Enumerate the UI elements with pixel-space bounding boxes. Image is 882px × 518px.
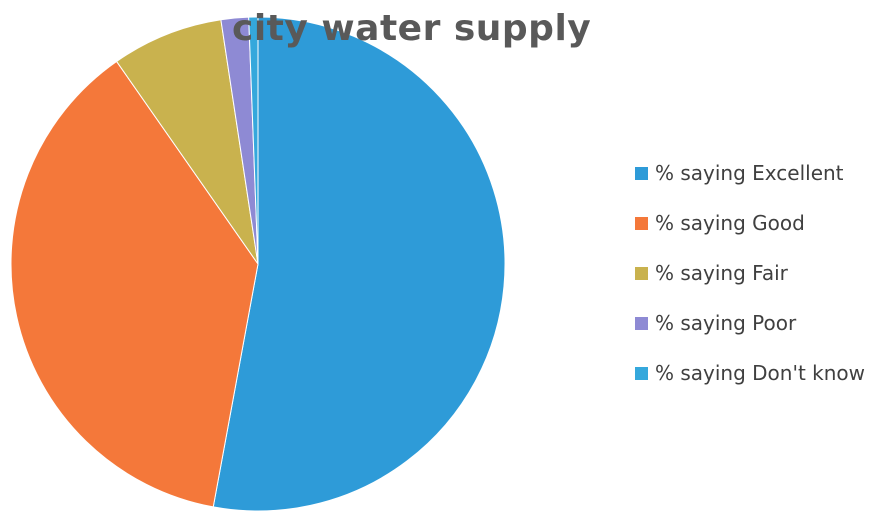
legend: % saying Excellent % saying Good % saying …	[635, 148, 880, 398]
legend-item-2: % saying Good	[635, 198, 880, 248]
legend-item-5: % saying Don't know	[635, 348, 880, 398]
pie-slice-2	[10, 60, 259, 508]
pie-slice-1	[212, 16, 506, 512]
legend-item-1: % saying Excellent	[635, 148, 880, 198]
legend-label: % saying Excellent	[655, 161, 844, 185]
legend-item-4: % saying Poor	[635, 298, 880, 348]
chart-title: city water supply	[232, 8, 592, 49]
pie-slice-5	[248, 16, 259, 265]
legend-label: % saying Fair	[655, 261, 788, 285]
legend-item-3: % saying Fair	[635, 248, 880, 298]
legend-swatch	[635, 216, 648, 230]
pie-slice-3	[115, 19, 259, 265]
legend-swatch	[635, 166, 648, 180]
legend-swatch	[635, 266, 648, 280]
legend-label: % saying Don't know	[655, 361, 866, 385]
legend-swatch	[635, 366, 648, 380]
legend-label: % saying Poor	[655, 311, 797, 335]
legend-swatch	[635, 316, 648, 330]
legend-label: % saying Good	[655, 211, 805, 235]
